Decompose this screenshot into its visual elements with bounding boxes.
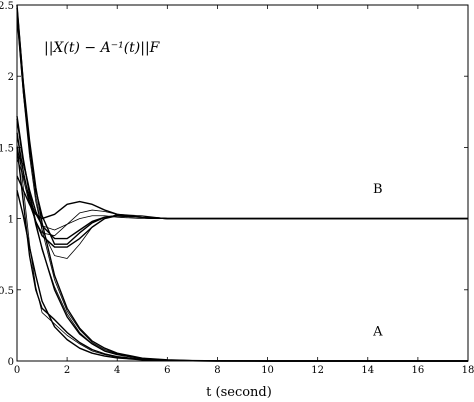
- y-tick-label: 1: [8, 215, 14, 226]
- series-layer: [16, 4, 468, 362]
- series-line-group-b-5: [16, 175, 468, 220]
- x-tick-label: 0: [14, 365, 20, 376]
- series-line-group-a-6: [16, 130, 468, 362]
- series-line-group-a-4: [16, 154, 468, 362]
- annotation-label-b: B: [373, 182, 383, 197]
- series-line-group-a-1: [16, 7, 468, 362]
- series-line-group-b-7: [16, 133, 468, 248]
- series-line-group-b-4: [16, 158, 468, 231]
- chart-title: ||X(t) − A⁻¹(t)||F: [44, 40, 161, 56]
- series-line-group-b-3: [16, 118, 468, 240]
- annotation-layer: BA: [372, 182, 383, 339]
- series-line-group-a-5: [16, 147, 468, 362]
- annotation-label-a: A: [372, 324, 383, 339]
- x-tick-label: 14: [361, 365, 374, 376]
- series-line-group-a-3: [16, 115, 468, 362]
- tick-layer: 0 2 4 6 8 10 12 14 16 18 0 0.5 1 1.5 2 2.5: [0, 1, 474, 376]
- y-tick-label: 1.5: [0, 143, 14, 154]
- x-tick-label: 16: [412, 365, 425, 376]
- x-tick-label: 12: [311, 365, 324, 376]
- x-tick-label: 18: [462, 365, 474, 376]
- x-tick-label: 2: [64, 365, 70, 376]
- plot-frame: [16, 4, 469, 362]
- x-tick-label: 4: [114, 365, 120, 376]
- y-tick-label: 2: [8, 72, 14, 83]
- y-tick-label: 0.5: [0, 286, 14, 297]
- y-tick-label: 2.5: [0, 1, 14, 12]
- series-line-group-b-6: [16, 144, 468, 237]
- x-tick-label: 8: [214, 365, 220, 376]
- series-line-group-a-2: [16, 19, 468, 362]
- x-tick-label: 10: [261, 365, 274, 376]
- x-axis-label: t (second): [206, 385, 272, 400]
- x-tick-label: 6: [164, 365, 170, 376]
- y-tick-label: 0: [8, 357, 14, 368]
